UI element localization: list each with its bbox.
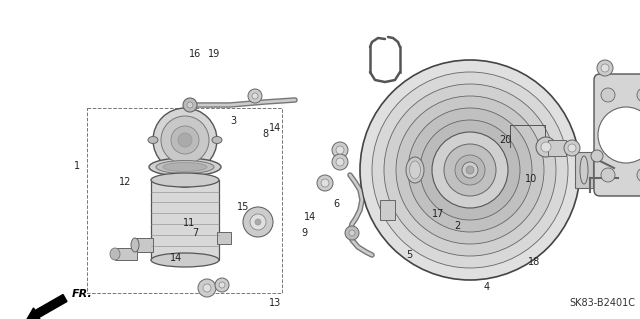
Text: 3: 3 [230, 116, 237, 126]
Text: 5: 5 [406, 250, 413, 260]
Circle shape [187, 102, 193, 108]
Ellipse shape [163, 162, 207, 172]
Text: 12: 12 [118, 177, 131, 187]
Text: 1: 1 [74, 161, 80, 171]
Ellipse shape [156, 160, 214, 174]
Text: SK83-B2401C: SK83-B2401C [569, 298, 635, 308]
Circle shape [336, 158, 344, 166]
Text: 14: 14 [269, 122, 282, 133]
Circle shape [178, 133, 192, 147]
Circle shape [248, 89, 262, 103]
Text: 14: 14 [304, 212, 317, 222]
Bar [575, 152, 593, 188]
Text: 10: 10 [525, 174, 538, 184]
Circle shape [466, 166, 474, 174]
Circle shape [345, 226, 359, 240]
Text: 20: 20 [499, 135, 512, 145]
Circle shape [536, 137, 556, 157]
FancyBboxPatch shape [594, 74, 640, 196]
Circle shape [250, 214, 266, 230]
Ellipse shape [151, 253, 219, 267]
Circle shape [420, 120, 520, 220]
Circle shape [183, 98, 197, 112]
Ellipse shape [149, 158, 221, 176]
Circle shape [203, 284, 211, 292]
Circle shape [243, 207, 273, 237]
Circle shape [432, 132, 508, 208]
Circle shape [637, 88, 640, 102]
Circle shape [321, 179, 329, 187]
Text: 18: 18 [528, 256, 541, 267]
Circle shape [153, 108, 217, 172]
Circle shape [372, 72, 568, 268]
Circle shape [408, 108, 532, 232]
Circle shape [255, 219, 261, 225]
Text: 9: 9 [301, 228, 307, 238]
Circle shape [597, 60, 613, 76]
Circle shape [252, 93, 258, 99]
Circle shape [332, 154, 348, 170]
Ellipse shape [148, 137, 158, 144]
Circle shape [541, 142, 551, 152]
Text: 17: 17 [432, 209, 445, 219]
Ellipse shape [406, 157, 424, 183]
Circle shape [601, 64, 609, 72]
Circle shape [219, 282, 225, 288]
Circle shape [360, 60, 580, 280]
Circle shape [444, 144, 496, 196]
Text: 14: 14 [170, 253, 182, 263]
Ellipse shape [177, 181, 193, 188]
Circle shape [198, 279, 216, 297]
Circle shape [349, 230, 355, 236]
Ellipse shape [410, 161, 420, 179]
Ellipse shape [177, 168, 193, 175]
Bar [87, 108, 282, 293]
Text: 4: 4 [483, 282, 490, 292]
Ellipse shape [131, 238, 139, 252]
Bar [115, 248, 137, 260]
Circle shape [568, 144, 576, 152]
Ellipse shape [110, 248, 120, 260]
Text: 13: 13 [269, 298, 282, 308]
Circle shape [317, 175, 333, 191]
Ellipse shape [151, 173, 219, 187]
Circle shape [601, 168, 615, 182]
Circle shape [462, 162, 478, 178]
Circle shape [564, 140, 580, 156]
FancyArrow shape [27, 294, 67, 319]
Circle shape [601, 88, 615, 102]
Circle shape [171, 126, 199, 154]
Circle shape [591, 150, 603, 162]
Circle shape [598, 107, 640, 163]
Bar [217, 232, 231, 244]
Text: 11: 11 [182, 218, 195, 228]
Bar [380, 200, 395, 220]
Circle shape [332, 142, 348, 158]
Text: 15: 15 [237, 202, 250, 212]
Circle shape [215, 278, 229, 292]
Text: 16: 16 [189, 49, 202, 59]
Text: FR.: FR. [72, 289, 93, 299]
Circle shape [336, 146, 344, 154]
Text: 7: 7 [192, 228, 198, 238]
Circle shape [455, 155, 485, 185]
Circle shape [384, 84, 556, 256]
Circle shape [396, 96, 544, 244]
Text: 2: 2 [454, 221, 461, 232]
Text: 6: 6 [333, 199, 339, 209]
Bar [177, 172, 193, 184]
Circle shape [637, 168, 640, 182]
Ellipse shape [580, 156, 588, 184]
Ellipse shape [212, 137, 222, 144]
Text: 19: 19 [208, 49, 221, 59]
Text: 8: 8 [262, 129, 269, 139]
Bar [135, 238, 153, 252]
Bar [151, 180, 219, 260]
Circle shape [161, 116, 209, 164]
Bar [548, 140, 566, 156]
